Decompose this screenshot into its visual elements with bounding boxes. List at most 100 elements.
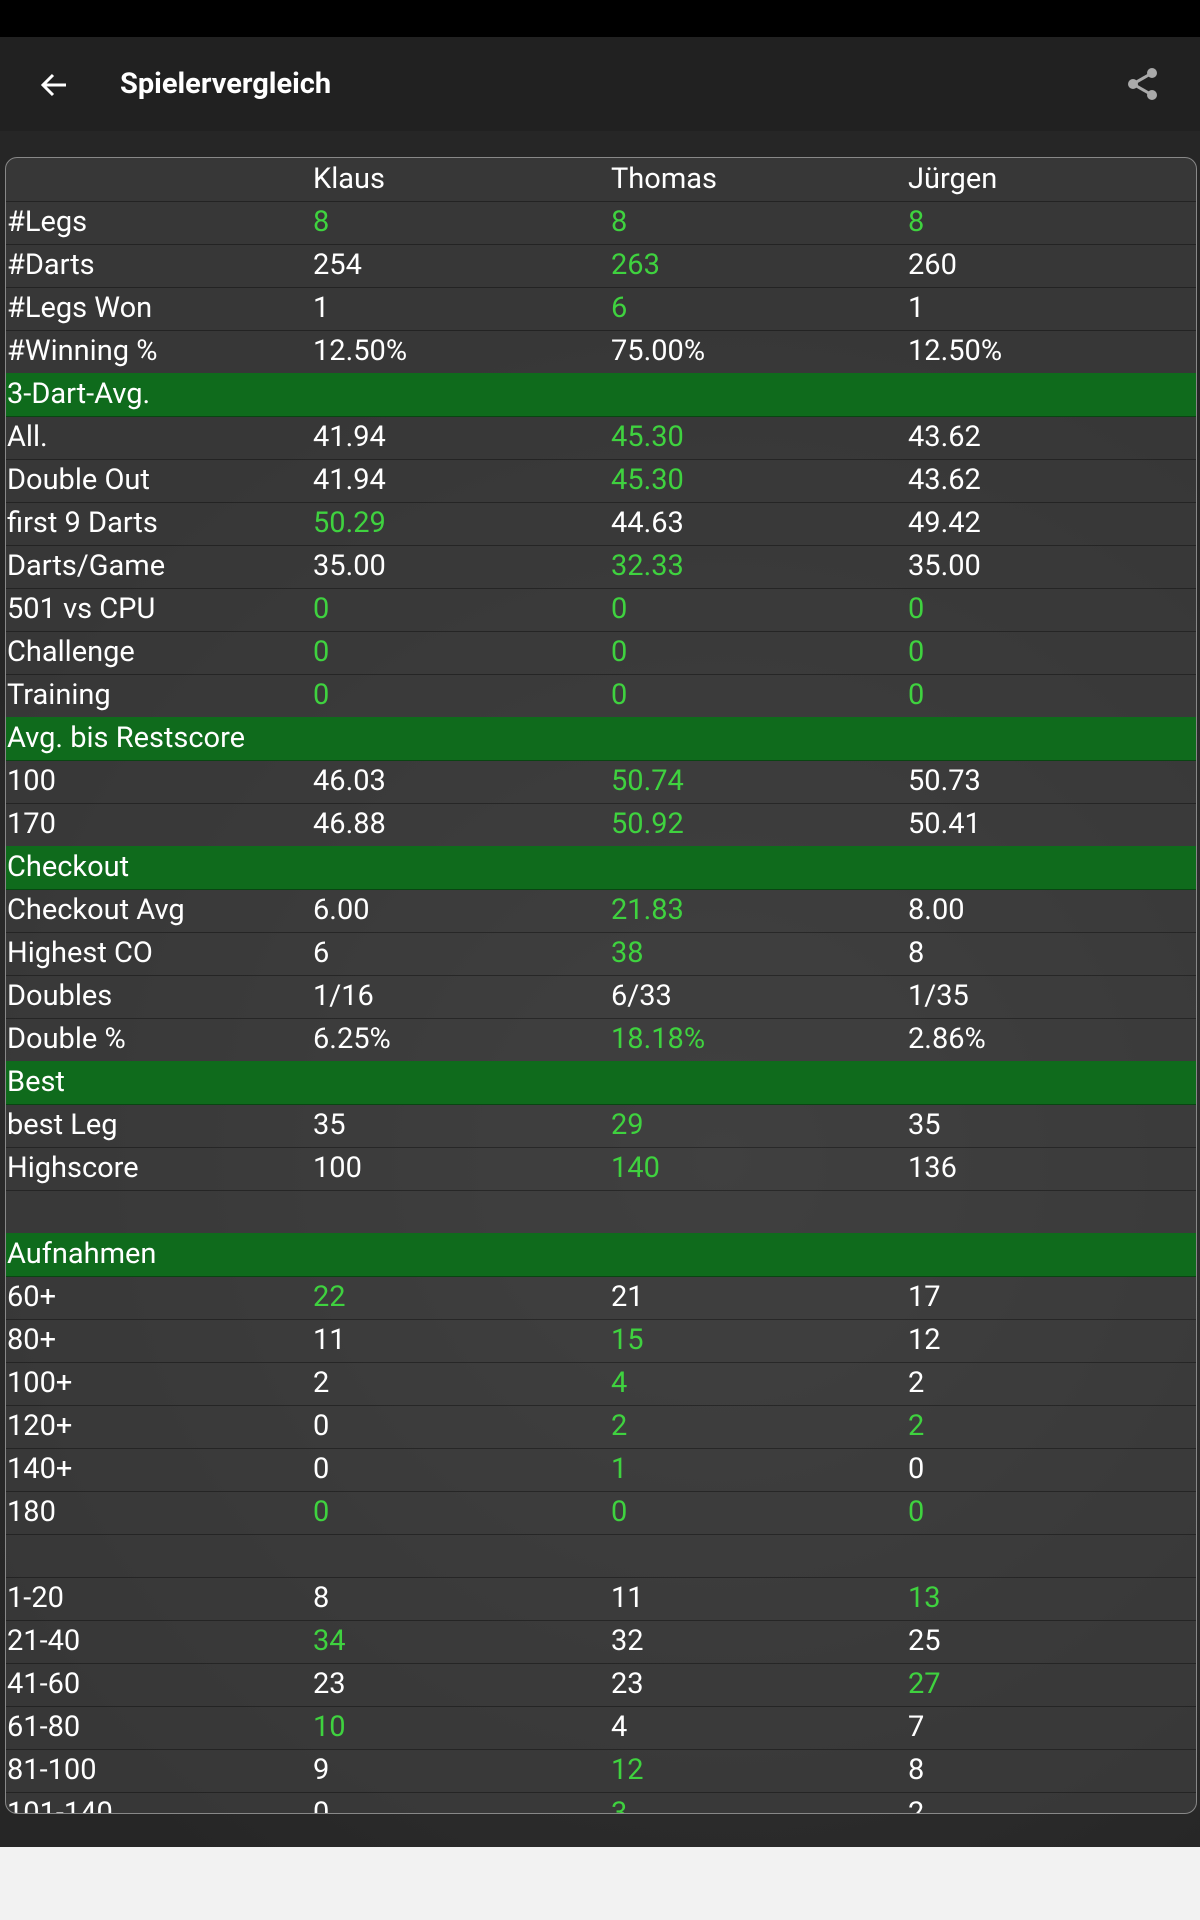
value: 11 [313, 1323, 346, 1357]
row-label: Doubles [7, 979, 113, 1013]
back-button[interactable] [38, 69, 70, 101]
row-label: 41-60 [7, 1667, 81, 1701]
row-label: Double % [7, 1022, 126, 1056]
table-row: All. 41.94 45.30 43.62 [6, 416, 1196, 460]
table-row: 170 46.88 50.92 50.41 [6, 803, 1196, 847]
table-row: 180 0 0 0 [6, 1491, 1196, 1535]
row-label: Highest CO [7, 936, 153, 970]
value: 45.30 [611, 463, 684, 497]
value: 2 [908, 1366, 925, 1400]
value: 9 [313, 1753, 330, 1787]
status-bar [0, 0, 1200, 37]
row-label: 100+ [7, 1366, 73, 1400]
value: 1 [313, 291, 330, 325]
value: 0 [611, 1495, 628, 1529]
value: 12 [908, 1323, 941, 1357]
section-row: Best [6, 1061, 1196, 1105]
value: 44.63 [611, 506, 684, 540]
section-label: Avg. bis Restscore [7, 721, 246, 755]
table-row: 120+ 0 2 2 [6, 1405, 1196, 1449]
value: 0 [908, 678, 925, 712]
row-label: #Darts [7, 248, 95, 282]
value: 8.00 [908, 893, 965, 927]
comparison-table: Klaus Thomas Jürgen #Legs 8 8 8 #Darts 254 263 260… [5, 157, 1197, 1814]
table-row: 100 46.03 50.74 50.73 [6, 760, 1196, 804]
value: 75.00% [611, 334, 706, 368]
value: 6 [313, 936, 330, 970]
value: 8 [908, 205, 925, 239]
value: 41.94 [313, 420, 386, 454]
value: 50.41 [908, 807, 981, 841]
value: 49.42 [908, 506, 981, 540]
row-label: Highscore [7, 1151, 139, 1185]
value: 45.30 [611, 420, 684, 454]
section-row: Aufnahmen [6, 1233, 1196, 1277]
value: 6.25% [313, 1022, 391, 1056]
value: 50.73 [908, 764, 981, 798]
value: 46.88 [313, 807, 386, 841]
row-label: #Winning % [7, 334, 158, 368]
value: 260 [908, 248, 957, 282]
column-header: Thomas [611, 162, 717, 196]
value: 2 [611, 1409, 628, 1443]
row-label: 170 [7, 807, 56, 841]
value: 0 [313, 1409, 330, 1443]
table-row: #Legs Won 1 6 1 [6, 287, 1196, 331]
value: 23 [611, 1667, 644, 1701]
row-label: All. [7, 420, 48, 454]
value: 263 [611, 248, 660, 282]
value: 50.74 [611, 764, 684, 798]
row-label: first 9 Darts [7, 506, 158, 540]
table-row: #Legs 8 8 8 [6, 201, 1196, 245]
table-row: Darts/Game 35.00 32.33 35.00 [6, 545, 1196, 589]
value: 11 [611, 1581, 644, 1615]
value: 0 [313, 1796, 330, 1814]
table-row: Checkout Avg 6.00 21.83 8.00 [6, 889, 1196, 933]
column-header: Jürgen [908, 162, 998, 196]
table-row: 61-80 10 4 7 [6, 1706, 1196, 1750]
table-row: Double % 6.25% 18.18% 2.86% [6, 1018, 1196, 1062]
table-row: 80+ 11 15 12 [6, 1319, 1196, 1363]
row-label: Challenge [7, 635, 135, 669]
value: 46.03 [313, 764, 386, 798]
value: 27 [908, 1667, 941, 1701]
value: 0 [611, 592, 628, 626]
row-label: #Legs Won [7, 291, 153, 325]
table-row: 501 vs CPU 0 0 0 [6, 588, 1196, 632]
value: 0 [313, 635, 330, 669]
table-row: best Leg 35 29 35 [6, 1104, 1196, 1148]
value: 2 [908, 1796, 925, 1814]
value: 0 [908, 635, 925, 669]
value: 0 [908, 1495, 925, 1529]
value: 50.92 [611, 807, 684, 841]
value: 140 [611, 1151, 660, 1185]
value: 22 [313, 1280, 346, 1314]
value: 6/33 [611, 979, 672, 1013]
value: 1/35 [908, 979, 969, 1013]
value: 136 [908, 1151, 957, 1185]
value: 43.62 [908, 463, 981, 497]
value: 12.50% [908, 334, 1003, 368]
value: 12.50% [313, 334, 408, 368]
title: Spielervergleich [120, 67, 332, 101]
value: 2 [313, 1366, 330, 1400]
table-row [6, 1534, 1196, 1578]
row-label: 61-80 [7, 1710, 81, 1744]
value: 0 [611, 635, 628, 669]
value: 29 [611, 1108, 644, 1142]
table-row: 41-60 23 23 27 [6, 1663, 1196, 1707]
section-row: Checkout [6, 846, 1196, 890]
value: 1/16 [313, 979, 374, 1013]
value: 100 [313, 1151, 362, 1185]
share-button[interactable] [1125, 66, 1161, 102]
table-row: Highest CO 6 38 8 [6, 932, 1196, 976]
row-label: 1-20 [7, 1581, 64, 1615]
value: 4 [611, 1366, 628, 1400]
table-row: Training 0 0 0 [6, 674, 1196, 718]
table-row: 60+ 22 21 17 [6, 1276, 1196, 1320]
value: 38 [611, 936, 644, 970]
value: 13 [908, 1581, 941, 1615]
column-header: Klaus [313, 162, 385, 196]
row-label: Double Out [7, 463, 150, 497]
